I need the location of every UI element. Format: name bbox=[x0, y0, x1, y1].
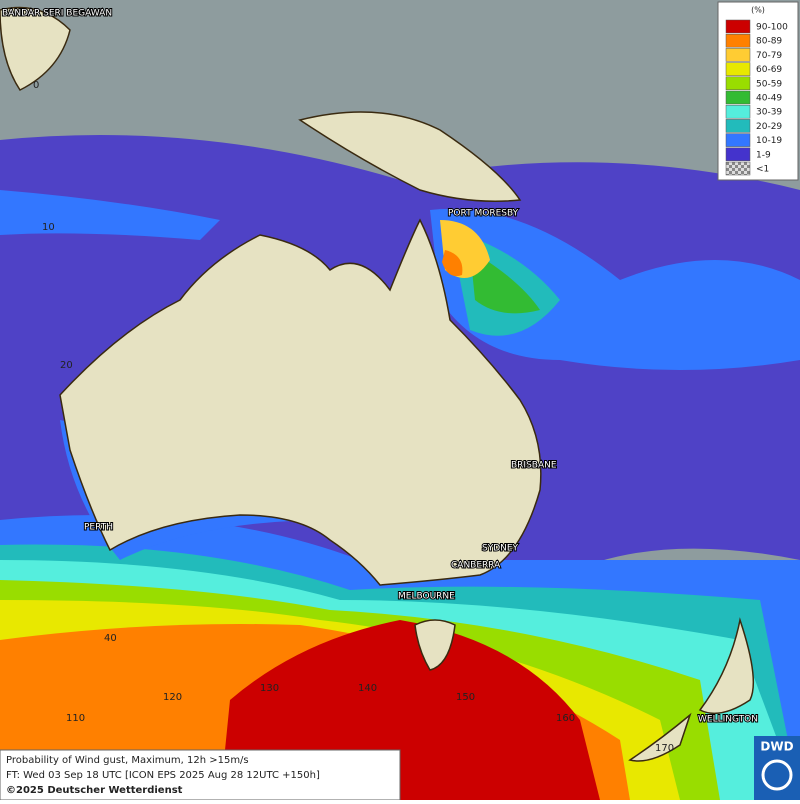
legend-label: 70-79 bbox=[756, 51, 782, 61]
footer-line: FT: Wed 03 Sep 18 UTC [ICON EPS 2025 Aug… bbox=[6, 770, 320, 781]
legend-swatch bbox=[725, 119, 751, 133]
latitude-label: 0 bbox=[33, 80, 39, 91]
legend-label: 10-19 bbox=[756, 136, 782, 146]
legend-label: 1-9 bbox=[756, 150, 771, 160]
legend-swatch bbox=[725, 48, 751, 62]
legend-label: <1 bbox=[756, 165, 769, 175]
legend-label: 50-59 bbox=[756, 79, 782, 89]
longitude-label: 120 bbox=[163, 692, 182, 703]
legend-swatch bbox=[725, 90, 751, 105]
longitude-label: 140 bbox=[358, 683, 377, 694]
longitude-label: 170 bbox=[655, 743, 674, 754]
legend-swatch bbox=[725, 161, 751, 176]
longitude-label: 110 bbox=[66, 713, 85, 724]
land bbox=[0, 6, 755, 762]
legend-swatch bbox=[725, 133, 751, 147]
legend-swatch bbox=[725, 147, 751, 162]
logo-icon bbox=[761, 759, 793, 791]
legend-label: 90-100 bbox=[756, 23, 788, 33]
place-label: PORT MORESBY bbox=[448, 209, 519, 219]
latitude-label: 20 bbox=[60, 360, 73, 371]
place-label: CANBERRA bbox=[451, 561, 501, 571]
legend-unit: (%) bbox=[751, 6, 765, 15]
place-label: WELLINGTON bbox=[698, 715, 758, 725]
place-label: BANDAR SERI BEGAWAN bbox=[2, 9, 112, 19]
longitude-label: 130 bbox=[260, 683, 279, 694]
legend-swatch bbox=[725, 104, 751, 119]
legend-swatch bbox=[725, 19, 751, 34]
legend-label: 30-39 bbox=[756, 108, 782, 118]
place-label: BRISBANE bbox=[511, 461, 557, 471]
longitude-label: 160 bbox=[556, 713, 575, 724]
place-label: PERTH bbox=[84, 523, 113, 533]
legend-swatch bbox=[725, 33, 751, 48]
legend-label: 20-29 bbox=[756, 122, 782, 132]
latitude-label: 10 bbox=[42, 222, 55, 233]
legend-swatch bbox=[725, 62, 751, 76]
logo-text: DWD bbox=[760, 740, 793, 754]
copyright: ©2025 Deutscher Wetterdienst bbox=[6, 785, 183, 796]
latitude-label: 40 bbox=[104, 633, 117, 644]
place-label: SYDNEY bbox=[482, 544, 519, 554]
legend-label: 80-89 bbox=[756, 37, 782, 47]
legend-label: 60-69 bbox=[756, 65, 782, 75]
legend-label: 40-49 bbox=[756, 94, 782, 104]
place-label: MELBOURNE bbox=[398, 592, 455, 602]
footer-box bbox=[0, 749, 401, 801]
legend-swatch bbox=[725, 76, 751, 91]
longitude-label: 150 bbox=[456, 692, 475, 703]
footer-line: Probability of Wind gust, Maximum, 12h >… bbox=[6, 755, 249, 766]
